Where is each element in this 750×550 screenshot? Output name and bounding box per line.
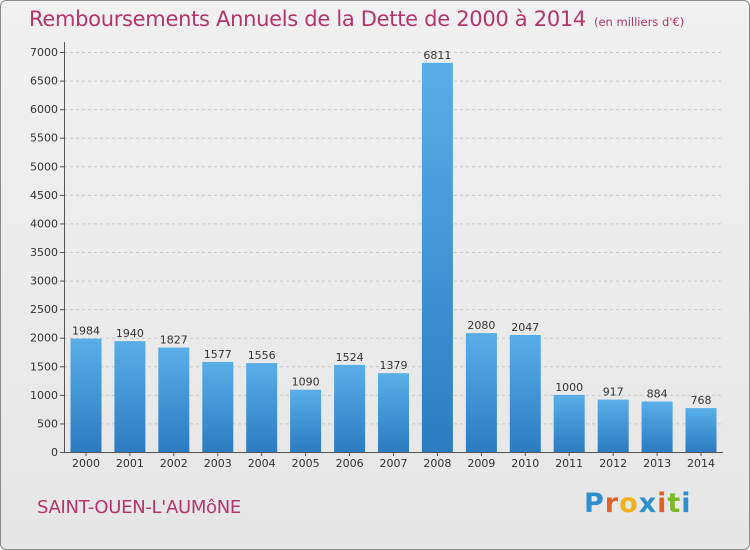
x-tick-label: 2008 <box>423 457 451 470</box>
chart-title: Remboursements Annuels de la Dette de 20… <box>29 7 684 31</box>
y-tick-label: 7000 <box>30 46 58 59</box>
proxiti-logo: Proxiti <box>584 488 692 519</box>
y-tick-label: 0 <box>51 446 58 459</box>
y-tick-label: 2500 <box>30 303 58 316</box>
data-label: 1524 <box>336 351 364 364</box>
data-label: 6811 <box>423 49 451 62</box>
y-tick-label: 6500 <box>30 75 58 88</box>
y-tick-label: 6000 <box>30 103 58 116</box>
y-tick-label: 2000 <box>30 332 58 345</box>
bar <box>70 338 102 452</box>
bar <box>246 363 278 452</box>
bar <box>378 373 409 452</box>
data-label: 1940 <box>116 327 144 340</box>
logo-letter: r <box>604 488 620 519</box>
x-tick-label: 2010 <box>511 457 539 470</box>
x-tick-label: 2007 <box>380 457 408 470</box>
data-label: 1379 <box>380 359 408 372</box>
y-tick-label: 5000 <box>30 160 58 173</box>
bar <box>553 394 585 452</box>
bar <box>334 364 366 452</box>
bar <box>685 408 717 452</box>
y-tick-label: 4000 <box>30 217 58 230</box>
data-label: 917 <box>603 386 624 399</box>
logo-letter: x <box>638 488 658 519</box>
data-label: 884 <box>647 388 668 401</box>
data-label: 2080 <box>467 319 495 332</box>
y-tick-label: 1000 <box>30 389 58 402</box>
data-label: 1984 <box>72 325 100 338</box>
chart-title-text: Remboursements Annuels de la Dette de 20… <box>29 7 586 31</box>
x-tick-label: 2013 <box>643 457 671 470</box>
data-label: 768 <box>691 394 712 407</box>
x-tick-label: 2006 <box>336 457 364 470</box>
y-tick-label: 3000 <box>30 275 58 288</box>
y-tick-label: 1500 <box>30 360 58 373</box>
y-tick-label: 3500 <box>30 246 58 259</box>
data-label: 1000 <box>555 381 583 394</box>
logo-letter: P <box>584 488 605 519</box>
bar <box>421 62 453 453</box>
x-tick-label: 2002 <box>160 457 188 470</box>
x-tick-label: 2009 <box>467 457 495 470</box>
data-label: 1090 <box>292 376 320 389</box>
bar <box>641 401 673 452</box>
bar <box>597 399 629 452</box>
bar <box>290 389 322 452</box>
x-tick-label: 2003 <box>204 457 232 470</box>
data-label: 1827 <box>160 334 188 347</box>
x-tick-label: 2012 <box>599 457 627 470</box>
bar <box>465 333 497 452</box>
x-tick-label: 2014 <box>687 457 715 470</box>
x-tick-label: 2011 <box>555 457 583 470</box>
x-tick-label: 2005 <box>292 457 320 470</box>
y-tick-label: 5500 <box>30 132 58 145</box>
x-tick-label: 2000 <box>72 457 100 470</box>
bar <box>114 341 146 452</box>
y-tick-label: 4500 <box>30 189 58 202</box>
x-tick-label: 2004 <box>248 457 276 470</box>
data-label: 1577 <box>204 348 232 361</box>
bar <box>509 335 541 452</box>
logo-letter: t <box>667 488 682 519</box>
x-tick-label: 2001 <box>116 457 144 470</box>
bar <box>202 361 234 452</box>
data-label: 2047 <box>511 321 539 334</box>
chart-unit: (en milliers d'€) <box>594 15 685 29</box>
y-tick-label: 500 <box>37 417 58 430</box>
logo-letter: i <box>657 488 668 519</box>
data-label: 1556 <box>248 349 276 362</box>
logo-letter: o <box>619 488 639 519</box>
logo-letter: i <box>681 488 692 519</box>
commune-name: SAINT-OUEN-L'AUMôNE <box>37 497 242 518</box>
bar <box>158 347 190 452</box>
